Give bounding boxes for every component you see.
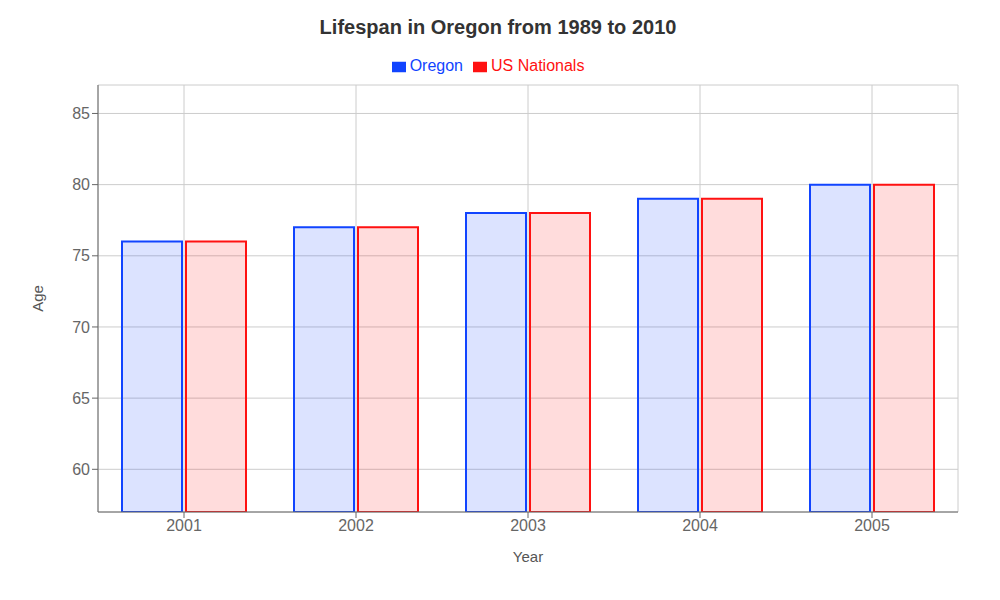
svg-text:2003: 2003: [510, 517, 546, 534]
svg-text:Age: Age: [29, 285, 46, 312]
svg-text:2001: 2001: [166, 517, 202, 534]
svg-text:2005: 2005: [854, 517, 890, 534]
svg-text:80: 80: [72, 176, 90, 193]
svg-text:65: 65: [72, 390, 90, 407]
svg-text:85: 85: [72, 105, 90, 122]
html-text:US Nationals: US Nationals: [491, 57, 585, 74]
html-text:Oregon: Oregon: [409, 57, 463, 74]
svg-text:70: 70: [72, 319, 90, 336]
svg-text:60: 60: [72, 461, 90, 478]
svg-text:2002: 2002: [338, 517, 374, 534]
svg-text:75: 75: [72, 247, 90, 264]
html-text:Lifespan in Oregon from 1989 t: Lifespan in Oregon from 1989 to 2010: [319, 16, 677, 38]
svg-text:2004: 2004: [682, 517, 718, 534]
svg-text:Year: Year: [513, 548, 543, 565]
